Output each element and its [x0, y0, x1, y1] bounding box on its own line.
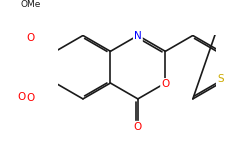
Text: S: S [217, 74, 224, 84]
Text: O: O [27, 93, 35, 103]
Text: OMe: OMe [20, 0, 41, 9]
Text: O: O [161, 79, 170, 89]
Text: O: O [17, 92, 25, 102]
Text: O: O [27, 33, 35, 43]
Text: O: O [134, 122, 142, 132]
Text: N: N [134, 32, 142, 42]
